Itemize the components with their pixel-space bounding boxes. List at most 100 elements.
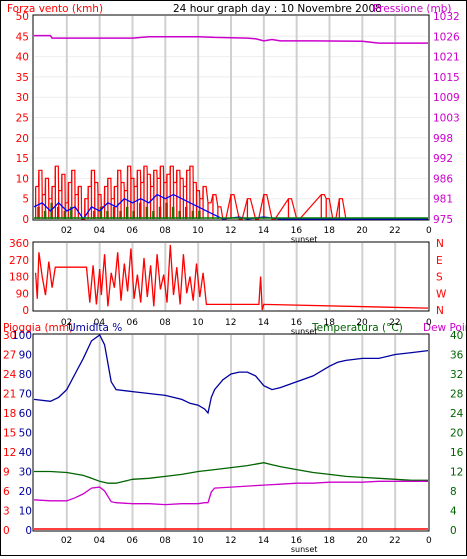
rain-tick-label: 24	[3, 369, 17, 381]
wind-x-tick-label: 02	[61, 226, 72, 236]
humidity-line	[33, 334, 429, 415]
rain-tick-label: 6	[3, 486, 10, 498]
direction-x-tick-label: 16	[291, 318, 303, 328]
pressure-line	[34, 34, 428, 44]
wind-left-tick-label: 0	[22, 214, 29, 226]
direction-x-tick-label: 0	[426, 318, 432, 328]
direction-right-label: N	[436, 238, 444, 250]
pressure-right-tick-label: 1015	[433, 72, 460, 84]
wind-x-tick-label: 08	[159, 226, 171, 236]
wind-left-tick-label: 20	[16, 133, 29, 145]
direction-left-tick-label: 0	[22, 305, 29, 317]
temperature-axis-title: Temperatura (°C)	[311, 322, 403, 334]
wind-x-tick-label: 0	[426, 226, 432, 236]
dewpoint-axis-title: Dew Point	[423, 322, 466, 334]
pressure-right-tick-label: 1003	[433, 113, 460, 125]
direction-x-tick-label: 20	[356, 318, 368, 328]
wind-left-tick-label: 45	[16, 31, 29, 43]
direction-right-label: N	[436, 305, 444, 317]
rain-tick-label: 3	[3, 506, 10, 518]
direction-right-label: S	[436, 272, 443, 284]
wind-left-tick-label: 35	[16, 72, 29, 84]
climate-x-tick-label: 16	[291, 536, 303, 546]
pressure-right-tick-label: 992	[433, 153, 453, 165]
direction-x-tick-label: 22	[389, 318, 400, 328]
direction-x-tick-label: 18	[324, 318, 336, 328]
climate-x-tick-label: 22	[389, 536, 400, 546]
rain-tick-label: 0	[3, 525, 10, 537]
temperature-tick-label: 0	[450, 525, 457, 537]
rain-tick-label: 9	[3, 467, 10, 479]
wind-gust-line	[35, 165, 349, 220]
climate-x-tick-label: 12	[225, 536, 236, 546]
wind-left-tick-label: 15	[16, 153, 29, 165]
pressure-right-tick-label: 986	[433, 173, 453, 185]
wind-x-tick-label: 22	[389, 226, 400, 236]
wind-x-tick-label: 04	[94, 226, 106, 236]
humidity-tick-label: 30	[19, 467, 32, 479]
climate-x-tick-label: 10	[192, 536, 204, 546]
climate-x-tick-label: 06	[127, 536, 139, 546]
climate-x-tick-label: 04	[94, 536, 106, 546]
wind-x-tick-label: 14	[258, 226, 270, 236]
direction-x-tick-label: 14	[258, 318, 270, 328]
pressure-right-tick-label: 981	[433, 194, 453, 206]
climate-x-tick-label: 08	[159, 536, 171, 546]
humidity-tick-label: 20	[19, 486, 32, 498]
direction-x-tick-label: 08	[159, 318, 171, 328]
wind-x-tick-label: 20	[356, 226, 368, 236]
direction-left-tick-label: 90	[16, 288, 29, 300]
direction-x-tick-label: 04	[94, 318, 106, 328]
pressure-right-tick-label: 1026	[433, 31, 460, 43]
direction-x-tick-label: 02	[61, 318, 72, 328]
wind-left-tick-label: 5	[22, 194, 29, 206]
humidity-tick-label: 0	[25, 525, 32, 537]
wind-x-tick-label: 16	[291, 226, 303, 236]
pressure-right-tick-label: 1032	[433, 11, 460, 23]
temperature-tick-label: 12	[450, 467, 463, 479]
wind-left-tick-label: 25	[16, 113, 29, 125]
pressure-right-tick-label: 975	[433, 214, 453, 226]
pressure-right-tick-label: 1021	[433, 52, 460, 64]
rain-tick-label: 21	[3, 389, 16, 401]
temperature-tick-label: 4	[450, 506, 457, 518]
wind-x-tick-label: 10	[192, 226, 204, 236]
wind-left-tick-label: 30	[16, 92, 29, 104]
humidity-axis-title: Umidita %	[68, 322, 122, 334]
humidity-tick-label: 10	[19, 506, 32, 518]
wind-x-tick-label: 06	[127, 226, 139, 236]
direction-right-label: E	[436, 255, 443, 267]
rain-tick-label: 18	[3, 408, 16, 420]
direction-x-tick-label: 12	[225, 318, 236, 328]
wind-x-tick-label: 12	[225, 226, 236, 236]
humidity-tick-label: 70	[19, 389, 32, 401]
direction-sunset-label: sunset	[291, 327, 318, 336]
wind-speed-axis-title: Forza vento (kmh)	[7, 3, 103, 15]
wind-left-tick-label: 50	[16, 11, 29, 23]
pressure-right-tick-label: 1009	[433, 92, 460, 104]
temperature-tick-label: 20	[450, 428, 463, 440]
temperature-tick-label: 16	[450, 447, 464, 459]
pressure-axis-title: Pressione (mb)	[373, 3, 452, 15]
direction-x-tick-label: 06	[127, 318, 139, 328]
wind-left-tick-label: 10	[16, 173, 29, 185]
wind-sunset-label: sunset	[291, 235, 318, 244]
temperature-tick-label: 40	[450, 330, 463, 342]
climate-x-tick-label: 02	[61, 536, 72, 546]
humidity-tick-label: 100	[12, 330, 32, 342]
humidity-tick-label: 80	[19, 369, 32, 381]
rain-tick-label: 30	[3, 330, 16, 342]
temperature-tick-label: 32	[450, 369, 463, 381]
direction-left-tick-label: 270	[9, 255, 29, 267]
temperature-line	[34, 462, 428, 484]
wind-left-tick-label: 40	[16, 52, 29, 64]
humidity-tick-label: 50	[19, 428, 32, 440]
direction-x-tick-label: 10	[192, 318, 204, 328]
rain-tick-label: 15	[3, 428, 16, 440]
wind-x-tick-label: 18	[324, 226, 336, 236]
humidity-tick-label: 90	[19, 350, 32, 362]
climate-x-tick-label: 20	[356, 536, 368, 546]
direction-left-tick-label: 360	[9, 238, 29, 250]
